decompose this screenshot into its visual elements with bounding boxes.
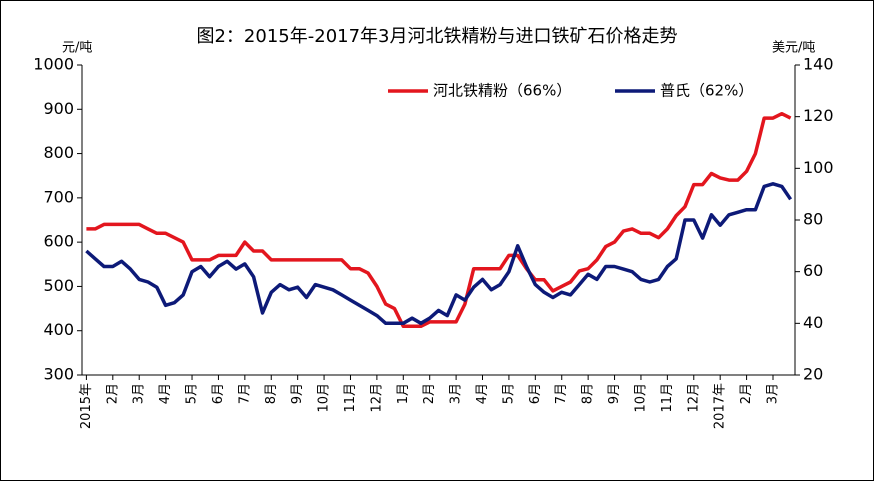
y-tick-label: 1000 (33, 55, 74, 74)
x-tick-label: 12月 (686, 383, 701, 413)
y-tick-label: 700 (43, 187, 74, 206)
y-tick-label: 600 (43, 232, 74, 251)
x-tick-label: 8月 (264, 383, 279, 404)
x-tick-label: 12月 (369, 383, 384, 413)
y2-tick-label: 40 (803, 313, 823, 332)
x-tick-label: 2017年 (713, 383, 728, 429)
x-tick-label: 3月 (765, 383, 780, 404)
x-tick-label: 3月 (449, 383, 464, 404)
x-tick-label: 2月 (422, 383, 437, 404)
y-tick-label: 900 (43, 99, 74, 118)
y2-tick-label: 140 (803, 55, 834, 74)
x-tick-label: 11月 (343, 383, 358, 413)
y-tick-label: 500 (43, 276, 74, 295)
y2-tick-label: 80 (803, 210, 823, 229)
x-tick-label: 2月 (739, 383, 754, 404)
legend-label: 河北铁精粉（66%） (433, 82, 571, 100)
x-tick-label: 7月 (554, 383, 569, 404)
x-tick-label: 2015年 (79, 383, 94, 429)
y2-axis-unit: 美元/吨 (772, 41, 815, 56)
chart-title: 图2：2015年-2017年3月河北铁精粉与进口铁矿石价格走势 (196, 26, 677, 47)
x-tick-label: 3月 (132, 383, 147, 404)
x-tick-label: 6月 (528, 383, 543, 404)
y-tick-label: 300 (43, 365, 74, 384)
y2-tick-label: 20 (803, 365, 823, 384)
x-tick-label: 1月 (396, 383, 411, 404)
x-tick-label: 9月 (290, 383, 305, 404)
x-tick-label: 7月 (237, 383, 252, 404)
y-tick-label: 800 (43, 143, 74, 162)
y2-tick-label: 100 (803, 158, 834, 177)
legend-label: 普氏（62%） (660, 82, 753, 100)
x-tick-label: 11月 (660, 383, 675, 413)
series-line (86, 111, 792, 329)
y-tick-label: 400 (43, 320, 74, 339)
x-tick-label: 4月 (158, 383, 173, 404)
y-axis-unit: 元/吨 (62, 41, 92, 56)
x-tick-label: 4月 (475, 383, 490, 404)
x-tick-label: 10月 (317, 383, 332, 413)
x-tick-label: 9月 (607, 383, 622, 404)
x-tick-label: 10月 (633, 383, 648, 413)
y2-tick-label: 60 (803, 261, 823, 280)
x-tick-label: 5月 (501, 383, 516, 404)
y2-tick-label: 120 (803, 106, 834, 125)
x-tick-label: 2月 (105, 383, 120, 404)
series-line (85, 182, 793, 326)
x-tick-label: 6月 (211, 383, 226, 404)
x-tick-label: 5月 (185, 383, 200, 404)
x-tick-label: 8月 (581, 383, 596, 404)
